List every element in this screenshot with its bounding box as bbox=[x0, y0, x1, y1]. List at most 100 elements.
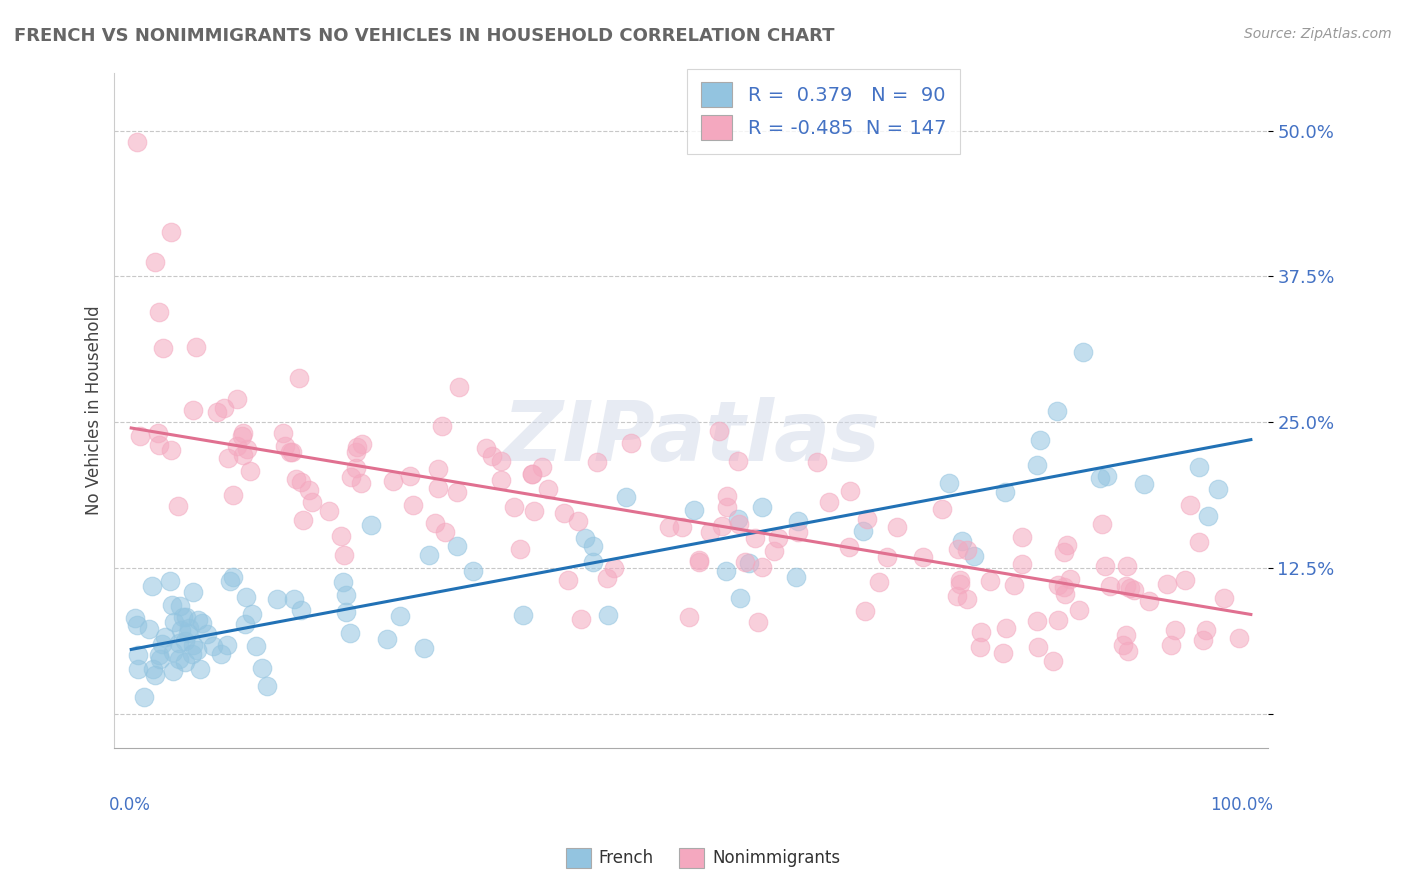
Point bbox=[124, 611, 146, 625]
Point bbox=[127, 617, 149, 632]
Point bbox=[402, 498, 425, 512]
Point bbox=[162, 645, 184, 659]
Point bbox=[1206, 483, 1229, 497]
Point bbox=[596, 571, 619, 585]
Point bbox=[425, 516, 447, 531]
Point bbox=[787, 524, 810, 539]
Point bbox=[1174, 574, 1197, 588]
Point bbox=[727, 512, 749, 526]
Point bbox=[1112, 638, 1135, 652]
Point bbox=[1115, 579, 1137, 593]
Point bbox=[512, 608, 534, 623]
Point bbox=[174, 634, 197, 648]
Point bbox=[388, 608, 411, 623]
Point bbox=[1123, 583, 1146, 598]
Point bbox=[181, 585, 204, 599]
Point bbox=[148, 438, 170, 452]
Point bbox=[1198, 508, 1220, 523]
Point bbox=[491, 473, 513, 487]
Point bbox=[553, 507, 575, 521]
Point bbox=[461, 564, 484, 578]
Point bbox=[683, 502, 706, 516]
Point bbox=[979, 574, 1001, 588]
Point bbox=[172, 610, 194, 624]
Point bbox=[191, 615, 214, 630]
Text: Source: ZipAtlas.com: Source: ZipAtlas.com bbox=[1244, 27, 1392, 41]
Text: FRENCH VS NONIMMIGRANTS NO VEHICLES IN HOUSEHOLD CORRELATION CHART: FRENCH VS NONIMMIGRANTS NO VEHICLES IN H… bbox=[14, 27, 835, 45]
Point bbox=[1002, 578, 1025, 592]
Point bbox=[183, 638, 205, 652]
Point bbox=[614, 490, 637, 504]
Point bbox=[1029, 434, 1052, 448]
Point bbox=[235, 590, 257, 604]
Point bbox=[1118, 581, 1140, 595]
Point bbox=[1091, 517, 1114, 532]
Point bbox=[886, 520, 908, 534]
Point bbox=[1054, 587, 1077, 601]
Point bbox=[236, 442, 259, 456]
Point bbox=[1163, 624, 1185, 638]
Point bbox=[153, 630, 176, 644]
Point bbox=[806, 455, 828, 469]
Point bbox=[1191, 633, 1213, 648]
Point bbox=[1156, 577, 1178, 591]
Point bbox=[290, 603, 312, 617]
Point bbox=[344, 444, 367, 458]
Point bbox=[728, 516, 751, 531]
Point bbox=[586, 455, 609, 469]
Point bbox=[567, 514, 589, 528]
Point bbox=[1011, 530, 1033, 544]
Point bbox=[1053, 545, 1076, 559]
Point bbox=[481, 449, 503, 463]
Point bbox=[751, 560, 773, 574]
Point bbox=[239, 465, 262, 479]
Point bbox=[166, 499, 188, 513]
Point bbox=[1053, 580, 1076, 594]
Point bbox=[169, 599, 191, 614]
Y-axis label: No Vehicles in Household: No Vehicles in Household bbox=[86, 306, 103, 516]
Point bbox=[785, 570, 807, 584]
Point bbox=[603, 561, 626, 575]
Point bbox=[728, 591, 751, 606]
Point bbox=[449, 380, 471, 394]
Point bbox=[231, 429, 253, 443]
Point bbox=[430, 418, 453, 433]
Point bbox=[747, 615, 769, 629]
Point bbox=[159, 443, 181, 458]
Point bbox=[446, 485, 468, 500]
Point bbox=[283, 592, 305, 607]
Point bbox=[950, 533, 973, 548]
Point bbox=[426, 462, 449, 476]
Point bbox=[1059, 572, 1081, 586]
Point bbox=[298, 483, 321, 497]
Point bbox=[838, 540, 860, 554]
Point bbox=[522, 504, 544, 518]
Point bbox=[838, 483, 860, 498]
Point bbox=[489, 454, 512, 468]
Point bbox=[217, 638, 239, 652]
Point bbox=[1213, 591, 1236, 605]
Point bbox=[143, 255, 166, 269]
Point bbox=[329, 529, 352, 543]
Point bbox=[159, 225, 181, 239]
Point bbox=[688, 552, 710, 566]
Point bbox=[152, 341, 174, 355]
Point bbox=[170, 623, 193, 637]
Point bbox=[994, 485, 1017, 500]
Point bbox=[1178, 498, 1201, 512]
Point bbox=[339, 626, 361, 640]
Point bbox=[187, 613, 209, 627]
Point bbox=[339, 470, 361, 484]
Point bbox=[530, 459, 553, 474]
Point bbox=[141, 578, 163, 592]
Point bbox=[949, 573, 972, 587]
Point bbox=[938, 476, 960, 491]
Point bbox=[232, 449, 254, 463]
Point bbox=[281, 444, 304, 458]
Point bbox=[969, 640, 991, 655]
Point bbox=[1067, 603, 1090, 617]
Point bbox=[1071, 345, 1094, 359]
Point bbox=[737, 556, 759, 570]
Point bbox=[1116, 644, 1139, 658]
Point bbox=[174, 610, 197, 624]
